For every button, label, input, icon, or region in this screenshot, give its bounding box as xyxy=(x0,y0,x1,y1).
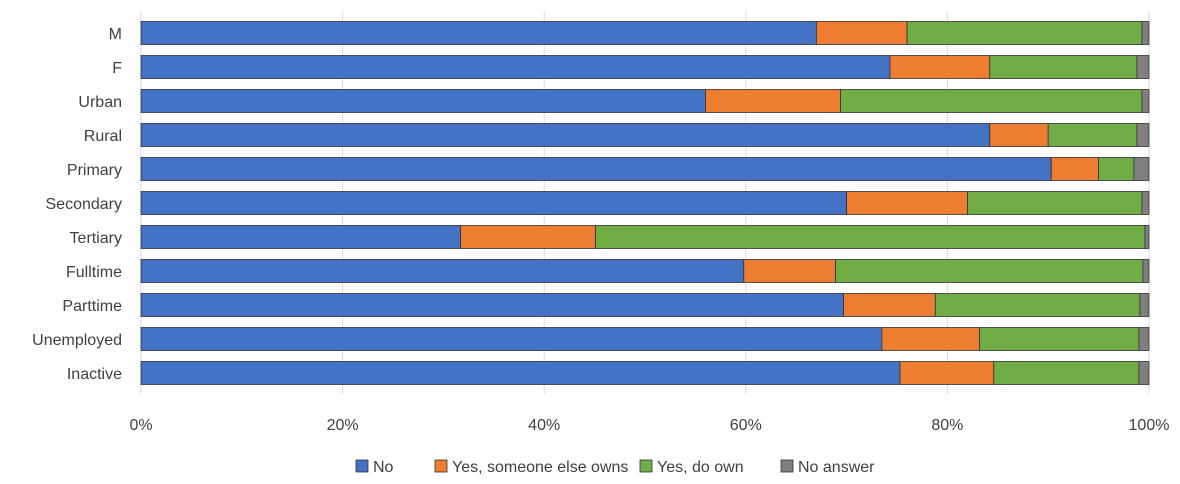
bar-segment xyxy=(705,89,841,113)
x-tick-label: 80% xyxy=(931,417,963,434)
legend-label: No answer xyxy=(798,459,875,476)
category-label: M xyxy=(109,26,122,43)
bar-segment xyxy=(993,361,1140,385)
legend-label: Yes, someone else owns xyxy=(452,459,628,476)
legend-label: No xyxy=(373,459,394,476)
bar-segment xyxy=(743,259,836,283)
bar-segment xyxy=(815,21,908,45)
bar-segment xyxy=(1136,123,1150,147)
category-label: Inactive xyxy=(67,366,122,383)
bar-segment xyxy=(1144,225,1150,249)
bar-segment xyxy=(1142,259,1150,283)
bar-segment xyxy=(1141,89,1150,113)
bar-segment xyxy=(1138,361,1150,385)
bar-segment xyxy=(840,89,1143,113)
bar-segment xyxy=(846,191,968,215)
bar-segment xyxy=(1098,157,1135,181)
legend-swatch xyxy=(780,459,794,473)
bars xyxy=(140,21,1150,385)
bar-segment xyxy=(835,259,1144,283)
category-label: F xyxy=(112,60,122,77)
bar-segment xyxy=(140,89,706,113)
category-label: Unemployed xyxy=(32,332,122,349)
bar-segment xyxy=(140,361,901,385)
bar-segment xyxy=(595,225,1146,249)
legend-label: Yes, do own xyxy=(657,459,744,476)
bar-segment xyxy=(1141,191,1150,215)
bar-segment xyxy=(1139,293,1150,317)
bar-segment xyxy=(140,259,745,283)
category-label: Parttime xyxy=(62,298,122,315)
bar-segment xyxy=(967,191,1143,215)
bar-segment xyxy=(1047,123,1138,147)
category-label: Tertiary xyxy=(70,230,122,247)
bar-segment xyxy=(889,55,991,79)
axes: 0% 20% 40% 60% 80% 100% MF Urban Rural Primary Sec… xyxy=(32,26,1169,434)
bar-segment xyxy=(899,361,995,385)
bar-segment xyxy=(1133,157,1150,181)
bar-segment xyxy=(979,327,1140,351)
legend-swatch xyxy=(639,459,653,473)
legend-swatch xyxy=(434,459,448,473)
bar-segment xyxy=(460,225,597,249)
x-tick-label: 100% xyxy=(1129,417,1170,434)
x-tick-label: 40% xyxy=(528,417,560,434)
bar-segment xyxy=(1136,55,1150,79)
bar-segment xyxy=(881,327,981,351)
bar-segment xyxy=(989,123,1049,147)
category-label: Urban xyxy=(78,94,122,111)
bar-segment xyxy=(989,55,1138,79)
bar-segment xyxy=(140,157,1052,181)
bar-segment xyxy=(140,191,847,215)
x-tick-label: 0% xyxy=(129,417,152,434)
bar-segment xyxy=(1050,157,1099,181)
bar-segment xyxy=(1141,21,1150,45)
bar-segment xyxy=(1138,327,1150,351)
bar-segment xyxy=(843,293,936,317)
legend-swatch xyxy=(355,459,369,473)
category-label: Rural xyxy=(84,128,122,145)
bar-segment xyxy=(140,327,883,351)
bar-segment xyxy=(140,123,991,147)
bar-segment xyxy=(140,21,817,45)
category-label: Fulltime xyxy=(66,264,122,281)
bar-segment xyxy=(140,55,891,79)
bar-segment xyxy=(906,21,1143,45)
category-label: Secondary xyxy=(46,196,123,213)
bar-segment xyxy=(934,293,1141,317)
legend: No Yes, someone else owns Yes, do own No an… xyxy=(355,459,875,476)
x-tick-label: 60% xyxy=(730,417,762,434)
x-tick-label: 20% xyxy=(327,417,359,434)
bar-segment xyxy=(140,293,844,317)
category-label: Primary xyxy=(67,162,122,179)
bar-segment xyxy=(140,225,461,249)
